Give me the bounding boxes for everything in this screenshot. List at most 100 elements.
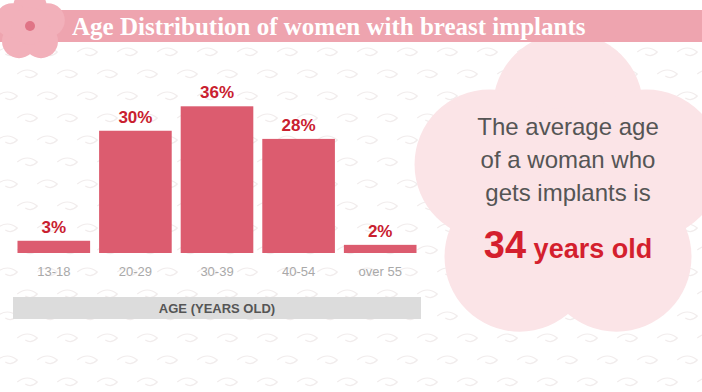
wave	[17, 114, 37, 122]
wave	[417, 334, 437, 342]
wave	[497, 334, 517, 342]
x-tick-label: 40-54	[282, 264, 315, 279]
petal-center	[11, 7, 48, 44]
wave	[137, 378, 157, 386]
wave	[557, 356, 577, 364]
wave	[117, 92, 137, 100]
wave	[97, 378, 117, 386]
wave	[657, 334, 677, 342]
wave	[357, 356, 377, 364]
highlight-rest: years old	[526, 234, 652, 264]
wave	[277, 92, 297, 100]
wave	[297, 334, 317, 342]
wave	[0, 180, 17, 188]
wave	[217, 290, 237, 298]
wave	[17, 158, 37, 166]
wave	[417, 290, 437, 298]
wave	[597, 356, 617, 364]
wave	[37, 180, 57, 188]
wave	[217, 378, 237, 386]
wave	[337, 290, 357, 298]
wave	[177, 70, 197, 78]
wave	[377, 158, 397, 166]
labels: 3%13-1830%20-2936%30-3928%40-542%over 55	[37, 83, 402, 279]
wave	[217, 70, 237, 78]
annotation-highlight: 34 years old	[484, 224, 652, 266]
wave	[397, 356, 417, 364]
x-axis-label: AGE (YEARS OLD)	[159, 301, 275, 316]
wave	[457, 70, 477, 78]
wave	[37, 356, 57, 364]
wave	[377, 70, 397, 78]
wave	[217, 334, 237, 342]
wave	[317, 356, 337, 364]
wave	[697, 70, 702, 78]
wave	[297, 290, 317, 298]
wave	[677, 356, 697, 364]
wave	[277, 48, 297, 56]
wave	[117, 48, 137, 56]
wave	[377, 334, 397, 342]
x-tick-label: 13-18	[37, 264, 70, 279]
wave	[137, 334, 157, 342]
wave	[357, 180, 377, 188]
wave	[137, 70, 157, 78]
wave	[637, 356, 657, 364]
wave	[477, 356, 497, 364]
wave	[497, 378, 517, 386]
wave	[397, 224, 417, 232]
wave	[17, 70, 37, 78]
wave	[0, 268, 17, 276]
wave	[357, 136, 377, 144]
wave	[257, 70, 277, 78]
wave	[157, 356, 177, 364]
wave	[177, 290, 197, 298]
bar	[344, 245, 417, 253]
wave	[697, 378, 702, 386]
wave	[297, 70, 317, 78]
wave	[17, 334, 37, 342]
wave	[697, 334, 702, 342]
wave	[617, 378, 637, 386]
annotation-line: gets implants is	[485, 179, 650, 206]
wave	[237, 48, 257, 56]
wave	[197, 356, 217, 364]
wave	[417, 246, 437, 254]
data-label: 28%	[282, 116, 316, 135]
title-flower	[0, 0, 65, 58]
title: Age Distribution of women with breast im…	[72, 13, 586, 40]
wave	[17, 378, 37, 386]
wave	[697, 290, 702, 298]
wave	[417, 378, 437, 386]
wave	[517, 356, 537, 364]
wave	[57, 114, 77, 122]
wave	[77, 268, 97, 276]
wave	[337, 334, 357, 342]
wave	[77, 356, 97, 364]
wave	[377, 114, 397, 122]
wave	[437, 312, 457, 320]
wave	[337, 70, 357, 78]
wave	[457, 378, 477, 386]
wave	[237, 356, 257, 364]
wave	[397, 136, 417, 144]
wave	[257, 334, 277, 342]
x-tick-label: 30-39	[200, 264, 233, 279]
wave	[237, 268, 257, 276]
wave	[297, 378, 317, 386]
wave	[377, 378, 397, 386]
flower-center	[25, 21, 35, 31]
wave	[157, 268, 177, 276]
wave	[657, 70, 677, 78]
wave	[397, 92, 417, 100]
wave	[17, 290, 37, 298]
wave	[57, 70, 77, 78]
wave	[0, 356, 17, 364]
wave	[77, 92, 97, 100]
wave	[57, 334, 77, 342]
wave	[477, 48, 497, 56]
wave	[77, 180, 97, 188]
highlight-number: 34	[484, 224, 526, 266]
wave	[337, 202, 357, 210]
x-label-bar	[13, 297, 421, 319]
